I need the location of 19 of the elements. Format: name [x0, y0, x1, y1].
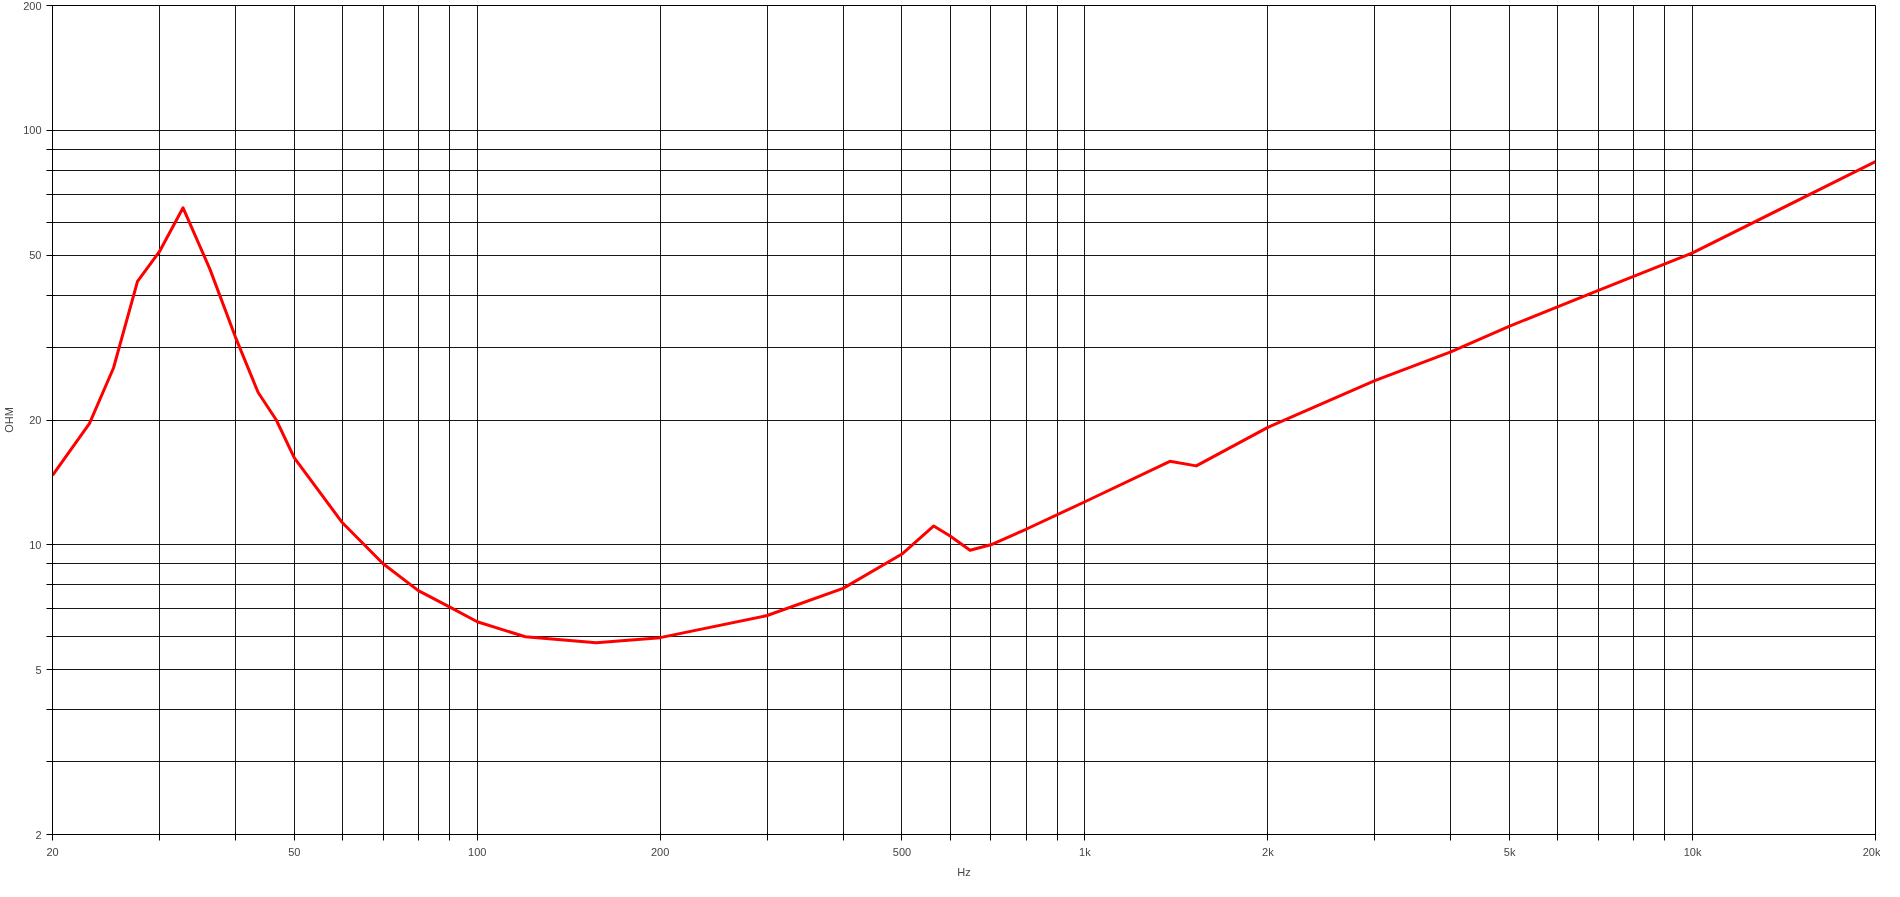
y-tick-label: 200 — [23, 0, 42, 12]
x-tick-label: 10k — [1683, 845, 1702, 858]
y-tick-label: 50 — [29, 249, 42, 262]
y-tick-label: 10 — [29, 538, 42, 551]
x-tick-label: 200 — [650, 845, 670, 858]
y-tick-label: 2 — [35, 828, 42, 841]
x-tick-label: 500 — [892, 845, 912, 858]
y-tick-label: 20 — [29, 414, 42, 426]
y-tick-label: 5 — [35, 663, 42, 676]
x-tick-label: 1k — [1079, 845, 1092, 858]
x-tick-label: 100 — [468, 845, 487, 858]
y-tick-label: 100 — [23, 124, 42, 137]
y-axis-title: OHM — [3, 407, 16, 433]
x-axis-title: Hz — [957, 865, 971, 878]
x-tick-label: 5k — [1503, 845, 1516, 858]
x-tick-label: 2k — [1262, 845, 1275, 858]
x-tick-label: 20 — [46, 845, 59, 858]
x-tick-label: 20k — [1862, 845, 1881, 858]
x-tick-label: 50 — [288, 845, 301, 858]
